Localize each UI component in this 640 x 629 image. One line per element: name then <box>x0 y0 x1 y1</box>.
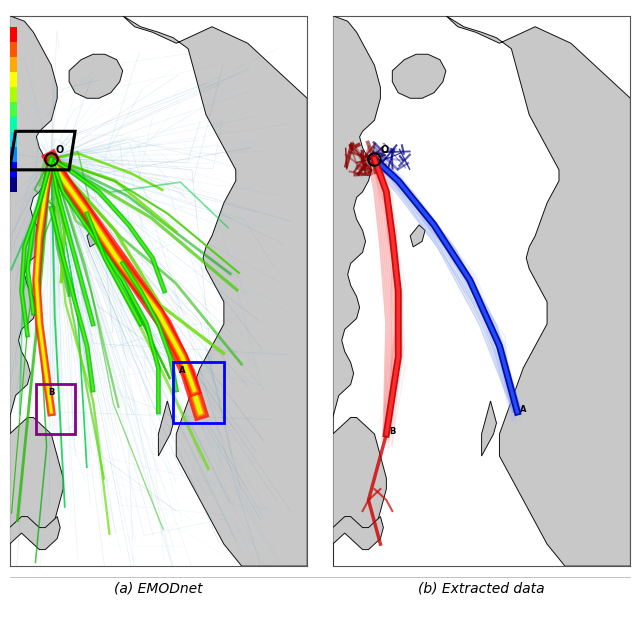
Polygon shape <box>482 401 497 456</box>
Polygon shape <box>410 225 425 247</box>
Polygon shape <box>159 401 173 456</box>
Polygon shape <box>10 418 63 538</box>
Bar <box>10 102 17 117</box>
Text: (b) Extracted data: (b) Extracted data <box>418 581 545 595</box>
Polygon shape <box>446 16 630 566</box>
Text: O: O <box>380 145 388 155</box>
Bar <box>10 132 17 147</box>
Polygon shape <box>69 54 123 98</box>
Bar <box>10 27 17 42</box>
Bar <box>10 147 17 162</box>
Bar <box>10 177 17 192</box>
Polygon shape <box>123 16 307 566</box>
Polygon shape <box>87 225 102 247</box>
Polygon shape <box>10 16 57 418</box>
Bar <box>10 87 17 102</box>
Text: A: A <box>520 405 527 414</box>
Text: O: O <box>56 145 64 155</box>
Polygon shape <box>392 54 446 98</box>
Polygon shape <box>10 516 60 566</box>
Text: B: B <box>389 427 396 436</box>
Text: (a) EMODnet: (a) EMODnet <box>115 581 203 595</box>
Bar <box>10 162 17 177</box>
Polygon shape <box>333 16 380 418</box>
Text: A: A <box>179 367 186 376</box>
Polygon shape <box>333 516 383 566</box>
Bar <box>10 42 17 57</box>
Bar <box>10 72 17 87</box>
Text: B: B <box>48 389 54 398</box>
Polygon shape <box>333 418 387 538</box>
Bar <box>10 117 17 132</box>
Bar <box>10 57 17 72</box>
